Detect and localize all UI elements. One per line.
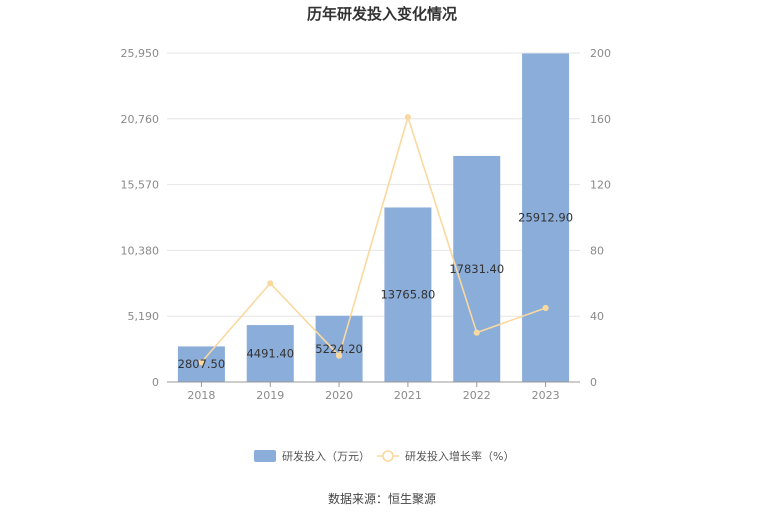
bar-2019 (246, 325, 294, 382)
bar-value-label: 5224.20 (315, 342, 363, 356)
legend-label-line: 研发投入增长率（%） (405, 449, 514, 463)
x-tick-label: 2022 (463, 389, 491, 402)
y-right-tick-label: 40 (590, 310, 604, 323)
legend-label-bar: 研发投入（万元） (282, 449, 370, 463)
line-series (198, 114, 549, 366)
bar-series (177, 53, 570, 382)
grid-lines (167, 52, 580, 317)
y-right-tick-label: 160 (590, 113, 611, 126)
axes: 0 5,190 10,380 15,570 20,760 25,950 0 40 80 120 16… (121, 47, 612, 402)
growth-point-2019 (267, 280, 274, 287)
growth-rate-line (200, 114, 546, 363)
chart-title: 历年研发投入变化情况 (307, 5, 457, 23)
legend-swatch-bar (254, 450, 276, 462)
y-right-tick-label: 200 (590, 47, 611, 60)
y-right-tick-label: 80 (590, 244, 604, 257)
y-left-tick-label: 10,380 (121, 244, 160, 257)
x-tick-label: 2018 (187, 389, 215, 402)
growth-point-2018 (198, 359, 205, 366)
x-tick-label: 2019 (256, 389, 284, 402)
growth-point-2021 (404, 114, 412, 121)
y-left-tick-label: 5,190 (128, 310, 160, 323)
growth-point-2020 (335, 352, 343, 359)
growth-point-2023 (542, 304, 549, 312)
data-labels: 2807.50 4491.40 5224.20 13765.80 17831.40 259… (178, 211, 573, 371)
y-left-tick-label: 25,950 (121, 47, 160, 60)
bar-value-label: 17831.40 (449, 262, 504, 276)
source-note: 数据来源：恒生聚源 (328, 491, 436, 506)
bar-2022 (453, 155, 501, 382)
x-tick-label: 2021 (394, 389, 422, 402)
bar-value-label: 4491.40 (246, 347, 294, 361)
growth-point-2022 (473, 329, 480, 336)
y-right-tick-label: 0 (590, 376, 597, 389)
x-tick-label: 2020 (325, 389, 353, 402)
bar-value-label: 25912.90 (518, 211, 573, 225)
y-right-tick-label: 120 (590, 179, 611, 192)
y-left-tick-label: 20,760 (121, 113, 160, 126)
bar-2020 (315, 315, 363, 382)
legend[interactable]: 研发投入（万元） 研发投入增长率（%） (254, 449, 514, 463)
bar-2023 (522, 53, 570, 382)
legend-swatch-marker (382, 450, 394, 462)
bar-2021 (384, 207, 432, 382)
y-left-tick-label: 0 (152, 376, 159, 389)
bar-value-label: 13765.80 (380, 288, 435, 302)
y-left-tick-label: 15,570 (121, 179, 160, 192)
x-tick-label: 2023 (532, 389, 560, 402)
bar-value-label: 2807.50 (178, 357, 226, 371)
